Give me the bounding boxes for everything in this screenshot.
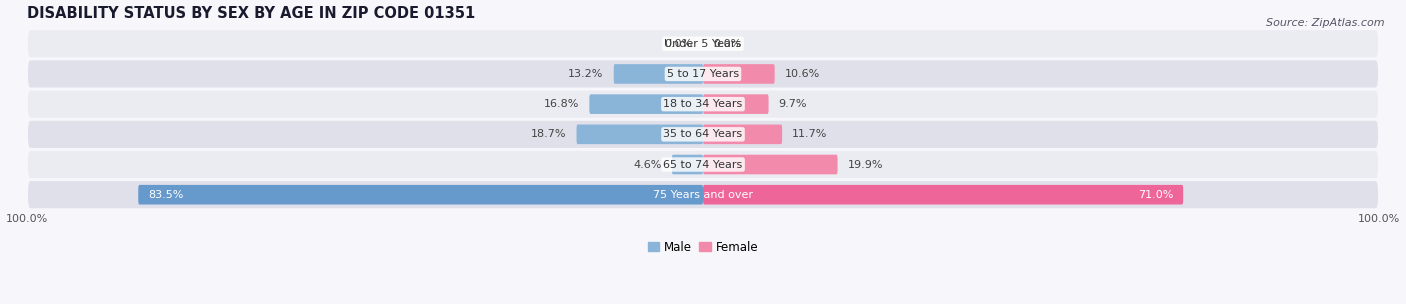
Text: 16.8%: 16.8% [544, 99, 579, 109]
Text: Under 5 Years: Under 5 Years [665, 39, 741, 49]
FancyBboxPatch shape [28, 30, 1378, 57]
FancyBboxPatch shape [28, 181, 1378, 208]
Text: 11.7%: 11.7% [792, 129, 828, 139]
FancyBboxPatch shape [703, 155, 838, 174]
Text: Source: ZipAtlas.com: Source: ZipAtlas.com [1267, 18, 1385, 28]
FancyBboxPatch shape [672, 155, 703, 174]
FancyBboxPatch shape [28, 121, 1378, 148]
Text: 13.2%: 13.2% [568, 69, 603, 79]
Text: 71.0%: 71.0% [1137, 190, 1173, 200]
Text: 0.0%: 0.0% [665, 39, 693, 49]
FancyBboxPatch shape [28, 91, 1378, 118]
FancyBboxPatch shape [576, 125, 703, 144]
FancyBboxPatch shape [703, 125, 782, 144]
Text: 19.9%: 19.9% [848, 160, 883, 170]
Text: 75 Years and over: 75 Years and over [652, 190, 754, 200]
Text: 18 to 34 Years: 18 to 34 Years [664, 99, 742, 109]
Text: 83.5%: 83.5% [149, 190, 184, 200]
Text: 0.0%: 0.0% [713, 39, 741, 49]
FancyBboxPatch shape [138, 185, 703, 205]
FancyBboxPatch shape [703, 185, 1184, 205]
Legend: Male, Female: Male, Female [643, 236, 763, 258]
FancyBboxPatch shape [703, 94, 769, 114]
FancyBboxPatch shape [28, 151, 1378, 178]
FancyBboxPatch shape [614, 64, 703, 84]
FancyBboxPatch shape [589, 94, 703, 114]
Text: 4.6%: 4.6% [633, 160, 662, 170]
Text: DISABILITY STATUS BY SEX BY AGE IN ZIP CODE 01351: DISABILITY STATUS BY SEX BY AGE IN ZIP C… [27, 5, 475, 21]
Text: 9.7%: 9.7% [779, 99, 807, 109]
Text: 18.7%: 18.7% [531, 129, 567, 139]
Text: 65 to 74 Years: 65 to 74 Years [664, 160, 742, 170]
Text: 35 to 64 Years: 35 to 64 Years [664, 129, 742, 139]
FancyBboxPatch shape [703, 64, 775, 84]
Text: 10.6%: 10.6% [785, 69, 820, 79]
Text: 5 to 17 Years: 5 to 17 Years [666, 69, 740, 79]
FancyBboxPatch shape [28, 60, 1378, 88]
